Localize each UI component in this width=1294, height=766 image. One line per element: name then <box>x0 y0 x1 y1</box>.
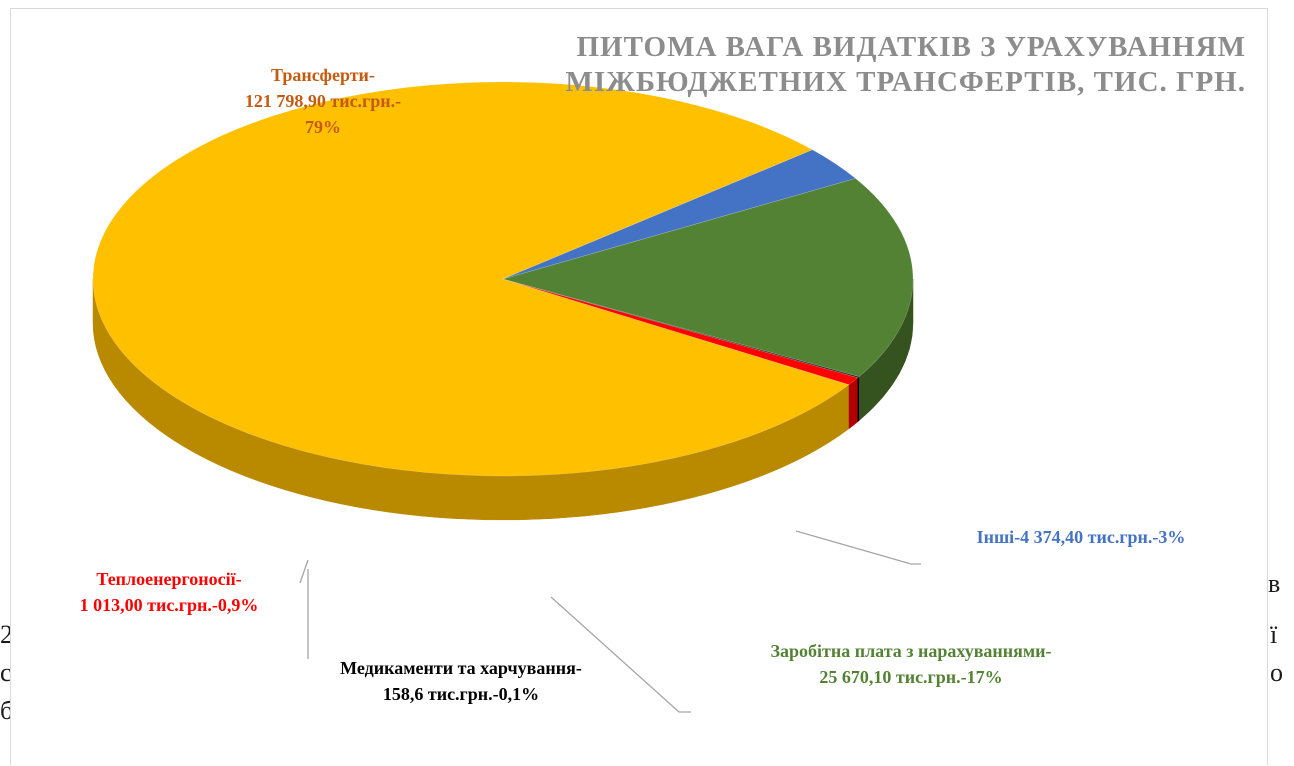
data-label-medicine-line-2: 158,6 тис.грн.-0,1% <box>383 684 539 704</box>
doc-fragment-right-2: ї <box>1270 620 1278 649</box>
doc-fragment-left-2: с <box>0 658 12 687</box>
chart-title-line-1: ПИТОМА ВАГА ВИДАТКІВ З УРАХУВАННЯМ <box>576 31 1246 63</box>
chart-area: Трансферти- 121 798,90 тис.грн.- 79% Теплое… <box>10 8 1268 765</box>
data-label-heat-line-1: Теплоенергоносії- <box>96 569 241 589</box>
data-label-salary-line-2: 25 670,10 тис.грн.-17% <box>819 667 1002 687</box>
data-label-other-line-1: Інші-4 374,40 тис.грн.-3% <box>977 527 1186 547</box>
doc-fragment-left-3: б <box>0 696 14 725</box>
pie-side-heat <box>848 377 859 430</box>
data-labels: Трансферти- 121 798,90 тис.грн.- 79% Теплое… <box>80 65 1186 704</box>
data-label-salary-line-1: Заробітна плата з нарахуваннями- <box>770 641 1051 661</box>
data-label-transfers-line-2: 121 798,90 тис.грн.- <box>245 91 401 111</box>
pie-slice-salary <box>501 178 914 377</box>
pie-slice-medicine <box>502 278 860 379</box>
doc-fragment-right-1: в <box>1268 569 1281 598</box>
data-label-medicine-line-1: Медикаменти та харчування- <box>340 658 582 678</box>
data-label-heat-line-2: 1 013,00 тис.грн.-0,9% <box>80 595 259 615</box>
pie-tops <box>92 81 914 477</box>
data-label-transfers-line-1: Трансферти- <box>271 65 375 85</box>
data-label-transfers-line-3: 79% <box>305 117 341 137</box>
chart-title-line-2: МІЖБЮДЖЕТНИХ ТРАНСФЕРТІВ, ТИС. ГРН. <box>566 66 1247 98</box>
doc-fragment-left-1: 2 <box>0 620 13 649</box>
pie-slice-transfers <box>92 81 850 477</box>
leader-line-other <box>795 530 921 565</box>
doc-fragment-right-3: о <box>1270 658 1283 687</box>
pie-slice-heat <box>502 278 859 386</box>
leader-line-heat <box>299 559 309 584</box>
leader-line-salary <box>550 596 691 713</box>
pie-slice-other <box>502 149 857 280</box>
pie-chart-3d: Трансферти- 121 798,90 тис.грн.- 79% Теплое… <box>80 31 1247 713</box>
leader-lines <box>299 530 921 713</box>
